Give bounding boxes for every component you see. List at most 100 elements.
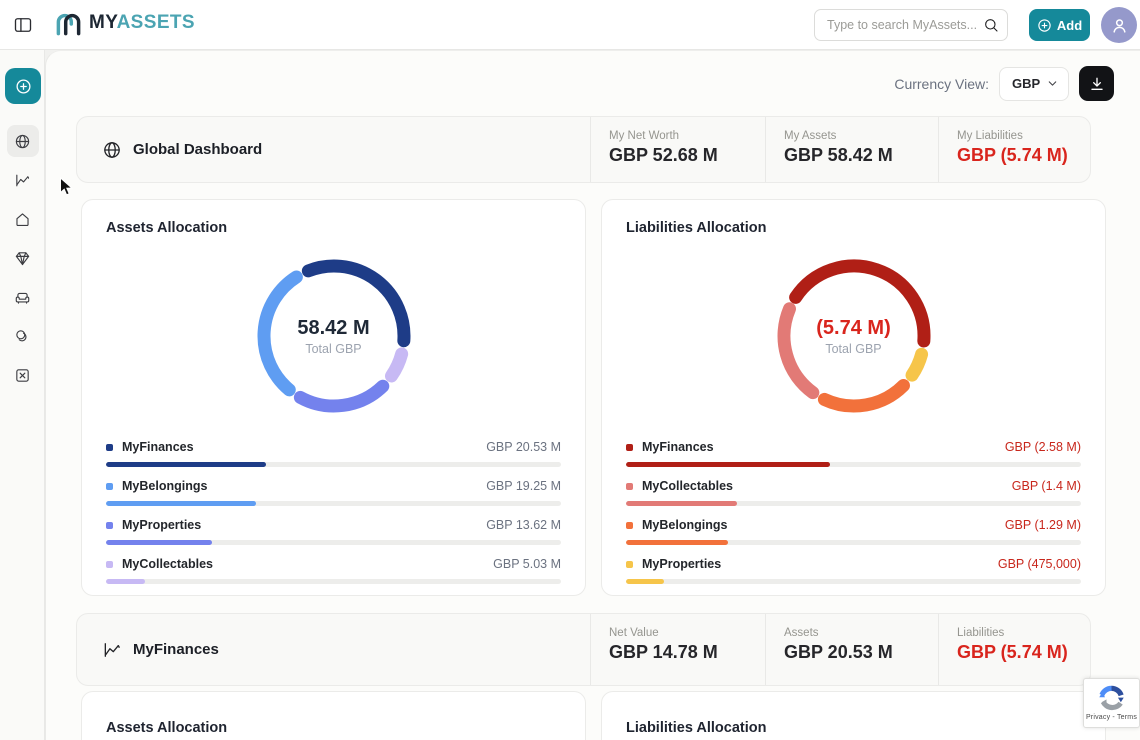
- plus-circle-icon: [1037, 18, 1052, 33]
- stat-cell: Assets GBP 20.53 M: [765, 614, 938, 685]
- sidebar-item-x-square[interactable]: [7, 359, 39, 391]
- assets-allocation-card: Assets Allocation 58.42 M Total GBP MyFinan…: [81, 199, 586, 596]
- legend-bullet: [626, 443, 633, 451]
- sidebar-item-home[interactable]: [7, 203, 39, 235]
- sidebar-item-sofa[interactable]: [7, 281, 39, 313]
- logo-text-assets: ASSETS: [116, 12, 195, 33]
- app-logo-text: MYASSETS: [89, 12, 195, 34]
- sidebar-item-globe[interactable]: [6, 125, 39, 157]
- legend-bar-fill: [626, 462, 831, 467]
- x-square-icon: [14, 367, 31, 384]
- legend-value: GBP (475,000): [997, 557, 1081, 571]
- legend-bar-fill: [106, 501, 257, 506]
- legend-bullet: [106, 521, 113, 529]
- legend-name: MyCollectables: [122, 557, 214, 571]
- legend-value: GBP 13.62 M: [486, 518, 561, 532]
- globe-icon: [14, 133, 31, 150]
- legend-bar-fill: [626, 540, 729, 545]
- add-button[interactable]: Add: [1029, 9, 1090, 41]
- legend-item-myfinances[interactable]: MyFinances GBP 20.53 M: [106, 438, 561, 467]
- globe-icon: [102, 140, 122, 160]
- card-title: Assets Allocation: [106, 220, 228, 236]
- myfinances-title-row: MyFinances: [77, 614, 590, 685]
- recaptcha-privacy-terms: Privacy - Terms: [1085, 714, 1138, 721]
- legend-bar-track: [626, 579, 1081, 584]
- legend-bar-track: [106, 540, 561, 545]
- legend-row: MyFinances GBP 20.53 M: [106, 438, 561, 456]
- main-content: Currency View: GBP Global Dashboard My N…: [45, 50, 1140, 740]
- legend-item-myproperties[interactable]: MyProperties GBP (475,000): [626, 555, 1081, 584]
- legend-item-mycollectables[interactable]: MyCollectables GBP 5.03 M: [106, 555, 561, 584]
- donut-segment-myproperties: [905, 347, 928, 382]
- recaptcha-badge[interactable]: Privacy - Terms: [1083, 678, 1140, 728]
- currency-select[interactable]: GBP: [999, 66, 1069, 101]
- stat-label: My Net Worth: [609, 130, 680, 142]
- legend-row: MyBelongings GBP (1.29 M): [626, 516, 1081, 534]
- legend-left: MyBelongings: [106, 479, 207, 493]
- legend-name: MyFinances: [122, 440, 194, 454]
- profile-avatar[interactable]: [1101, 7, 1137, 43]
- legend-left: MyBelongings: [626, 518, 727, 532]
- global-dashboard-stats: My Net Worth GBP 52.68 M My Assets GBP 58.4…: [590, 117, 1090, 182]
- legend-left: MyFinances: [626, 440, 714, 454]
- stat-cell: My Assets GBP 58.42 M: [765, 117, 938, 182]
- home-icon: [14, 211, 31, 228]
- donut-segment-myfinances: [301, 259, 410, 348]
- sidebar-item-line-chart[interactable]: [7, 164, 39, 196]
- sidebar-toggle-icon[interactable]: [13, 15, 33, 35]
- card-title: Liabilities Allocation: [626, 220, 767, 236]
- stat-value: GBP 52.68 M: [609, 145, 718, 165]
- legend-bar-fill: [106, 579, 146, 584]
- allocation-cards-row: Assets Allocation 58.42 M Total GBP MyFinan…: [81, 199, 1106, 596]
- donut-legend: MyFinances GBP 20.53 M MyBelongings GBP 19.…: [106, 438, 561, 584]
- download-button[interactable]: [1079, 66, 1114, 101]
- sidebar-item-gem[interactable]: [7, 242, 39, 274]
- legend-name: MyProperties: [642, 557, 722, 571]
- legend-item-myfinances[interactable]: MyFinances GBP (2.58 M): [626, 438, 1081, 467]
- legend-bar-track: [106, 462, 561, 467]
- legend-bar-track: [626, 501, 1081, 506]
- legend-bar-track: [626, 540, 1081, 545]
- donut-svg: [257, 259, 410, 413]
- chevron-down-icon: [1046, 77, 1059, 90]
- stat-cell: My Net Worth GBP 52.68 M: [590, 117, 765, 182]
- legend-item-mybelongings[interactable]: MyBelongings GBP 19.25 M: [106, 477, 561, 506]
- legend-bullet: [106, 482, 113, 490]
- stat-value: GBP (5.74 M): [957, 145, 1068, 165]
- donut-chart: (5.74 M) Total GBP: [626, 242, 1081, 430]
- legend-item-mybelongings[interactable]: MyBelongings GBP (1.29 M): [626, 516, 1081, 545]
- coins-icon: [14, 328, 31, 345]
- app-logo[interactable]: MYASSETS: [55, 10, 195, 36]
- legend-row: MyProperties GBP (475,000): [626, 555, 1081, 573]
- recaptcha-logo-icon: [1098, 685, 1125, 712]
- legend-bullet: [626, 521, 633, 529]
- legend-value: GBP (2.58 M): [1004, 440, 1081, 454]
- myfinances-stats: Net Value GBP 14.78 M Assets GBP 20.53 M Lia…: [590, 614, 1090, 685]
- legend-item-myproperties[interactable]: MyProperties GBP 13.62 M: [106, 516, 561, 545]
- logo-text-my: MY: [89, 12, 117, 33]
- donut-chart: 58.42 M Total GBP: [106, 242, 561, 430]
- legend-left: MyCollectables: [106, 557, 213, 571]
- stat-cell: Net Value GBP 14.78 M: [590, 614, 765, 685]
- sidebar: [0, 50, 45, 740]
- legend-name: MyFinances: [642, 440, 714, 454]
- legend-value: GBP 5.03 M: [493, 557, 561, 571]
- assets-allocation-card-partial: Assets Allocation: [81, 691, 586, 740]
- bottom-cards-row: Assets Allocation Liabilities Allocation: [81, 691, 1106, 740]
- card-title: Assets Allocation: [106, 720, 228, 736]
- legend-item-mycollectables[interactable]: MyCollectables GBP (1.4 M): [626, 477, 1081, 506]
- donut-segment-mycollectables: [384, 347, 408, 383]
- user-icon: [1110, 16, 1129, 35]
- legend-row: MyCollectables GBP (1.4 M): [626, 477, 1081, 495]
- search-icon[interactable]: [983, 17, 999, 33]
- myfinances-banner: MyFinances Net Value GBP 14.78 M Assets GBP…: [76, 613, 1091, 686]
- search-input[interactable]: [827, 18, 983, 32]
- sofa-icon: [14, 289, 31, 306]
- sidebar-item-coins[interactable]: [7, 320, 39, 352]
- legend-bullet: [106, 443, 113, 451]
- currency-toolbar: Currency View: GBP: [894, 66, 1114, 101]
- stat-label: My Liabilities: [957, 130, 1023, 142]
- stat-label: Assets: [784, 627, 819, 639]
- legend-value: GBP 20.53 M: [486, 440, 561, 454]
- sidebar-add-button[interactable]: [5, 68, 41, 104]
